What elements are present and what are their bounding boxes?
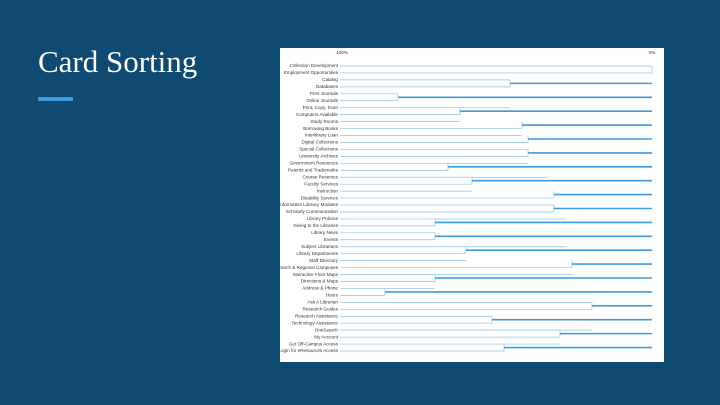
scale-right: 0%	[649, 50, 656, 55]
card-label: Online Journals	[306, 98, 339, 103]
card-label: Special Collections	[299, 147, 339, 152]
card-label: Scholarly Communication	[286, 209, 339, 214]
card-label: Study Rooms	[310, 119, 338, 124]
card-label: Branch & Regional Campuses	[280, 265, 339, 270]
card-label: Get Off-Campus Access	[289, 341, 339, 346]
card-label: Print Journals	[310, 91, 339, 96]
card-label: Interlibrary Loan	[305, 133, 339, 138]
card-label: University Archives	[299, 154, 339, 159]
card-label: Address & Phone	[302, 286, 338, 291]
card-label: My Account	[314, 334, 338, 339]
accent-bar	[38, 97, 73, 101]
card-label: Borrowing Books	[303, 126, 338, 131]
card-label: Technology Assistance	[292, 320, 339, 325]
card-label: Information Literacy Modules	[280, 202, 339, 207]
card-label: Giving to the Libraries	[293, 223, 338, 228]
card-label: Patents and Trademarks	[288, 167, 339, 172]
card-label: Course Reserves	[303, 174, 339, 179]
slide-title: Card Sorting	[38, 44, 198, 79]
card-label: Print, Copy, Scan	[303, 105, 339, 110]
card-label: Databases	[316, 84, 339, 89]
card-label: Hours	[326, 293, 339, 298]
card-label: Staff Directory	[309, 258, 339, 263]
card-label: Library Departments	[296, 251, 338, 256]
card-label: Library News	[311, 230, 339, 235]
card-label: Collection Development	[289, 63, 338, 68]
card-label: Research Assistance	[295, 313, 338, 318]
card-label: Directions & Maps	[301, 279, 339, 284]
scale-left: 100%	[336, 50, 348, 55]
card-label: Subject Librarians	[301, 244, 338, 249]
card-label: Ask A Librarian	[307, 300, 338, 305]
card-label: Government Resources	[289, 161, 338, 166]
card-label: Computers Available	[296, 112, 338, 117]
card-label: Events	[324, 237, 339, 242]
card-label: Faculty Services	[304, 181, 338, 186]
card-label: Login for eResources Access	[280, 348, 339, 353]
card-label: OneSearch	[315, 327, 339, 332]
card-label: Research Guides	[303, 307, 339, 312]
card-label: Disability Services	[301, 195, 339, 200]
card-label: Employment Opportunities	[284, 70, 339, 75]
card-label: Digital Collections	[301, 140, 338, 145]
dendrogram: 100% 0% Collection Development Employment…	[280, 48, 664, 362]
card-label: Instruction	[317, 188, 339, 193]
card-label: Library Policies	[307, 216, 339, 221]
card-label: Interactive Floor Maps	[293, 272, 339, 277]
card-label: Catalog	[322, 77, 338, 82]
